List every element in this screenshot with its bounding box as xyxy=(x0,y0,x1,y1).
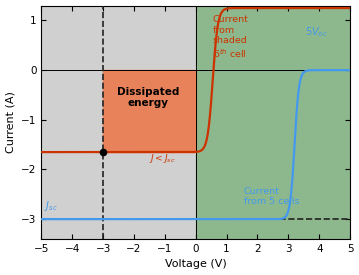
Y-axis label: Current (A): Current (A) xyxy=(5,91,15,153)
Bar xyxy=(196,6,350,239)
Text: Current
from
shaded
6$^{th}$ cell: Current from shaded 6$^{th}$ cell xyxy=(213,15,248,60)
Bar xyxy=(103,70,196,152)
Text: $J_{sc}$: $J_{sc}$ xyxy=(45,199,58,213)
Text: Current
from 5 cells: Current from 5 cells xyxy=(244,187,299,206)
X-axis label: Voltage (V): Voltage (V) xyxy=(165,259,227,270)
Bar xyxy=(41,6,196,239)
Text: $J < J_{sc}$: $J < J_{sc}$ xyxy=(149,152,176,164)
Text: 5$V_{oc}$: 5$V_{oc}$ xyxy=(306,25,328,39)
Text: Dissipated
energy: Dissipated energy xyxy=(117,87,179,108)
